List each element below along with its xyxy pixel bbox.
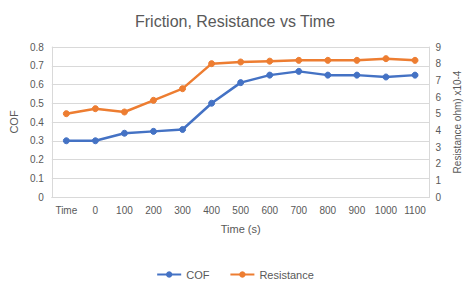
svg-text:9: 9 (436, 42, 442, 53)
svg-text:Time: Time (55, 205, 77, 216)
svg-text:500: 500 (232, 205, 249, 216)
svg-text:COF: COF (186, 269, 210, 281)
svg-text:400: 400 (203, 205, 220, 216)
svg-text:1100: 1100 (404, 205, 426, 216)
svg-text:COF: COF (8, 110, 20, 134)
svg-text:0: 0 (38, 192, 44, 203)
svg-text:300: 300 (174, 205, 191, 216)
svg-text:0: 0 (93, 205, 99, 216)
svg-text:0.2: 0.2 (30, 154, 44, 165)
svg-text:0.8: 0.8 (30, 42, 44, 53)
svg-text:200: 200 (145, 205, 162, 216)
svg-text:Friction, Resistance vs Time: Friction, Resistance vs Time (135, 13, 335, 30)
svg-text:0.3: 0.3 (30, 135, 44, 146)
svg-text:3: 3 (436, 142, 442, 153)
svg-text:4: 4 (436, 125, 442, 136)
svg-text:1000: 1000 (375, 205, 398, 216)
svg-text:0.4: 0.4 (30, 117, 44, 128)
svg-text:8: 8 (436, 58, 442, 69)
svg-text:1: 1 (436, 175, 442, 186)
svg-text:Time (s): Time (s) (221, 223, 261, 235)
svg-text:600: 600 (261, 205, 278, 216)
svg-text:0.6: 0.6 (30, 79, 44, 90)
svg-text:Resistance ohm) x10-4: Resistance ohm) x10-4 (452, 70, 463, 173)
svg-text:5: 5 (436, 108, 442, 119)
svg-text:900: 900 (349, 205, 366, 216)
svg-text:0.1: 0.1 (30, 173, 44, 184)
svg-text:800: 800 (319, 205, 336, 216)
svg-text:Resistance: Resistance (259, 269, 313, 281)
svg-text:700: 700 (290, 205, 307, 216)
svg-text:0.7: 0.7 (30, 60, 44, 71)
svg-text:2: 2 (436, 158, 442, 169)
svg-text:7: 7 (436, 75, 442, 86)
svg-text:100: 100 (116, 205, 133, 216)
svg-text:0: 0 (436, 192, 442, 203)
svg-text:0.5: 0.5 (30, 98, 44, 109)
svg-text:6: 6 (436, 92, 442, 103)
